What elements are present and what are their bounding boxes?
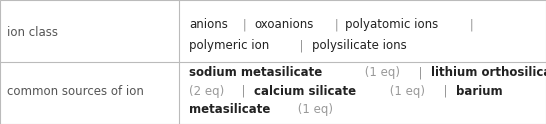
Text: sodium metasilicate: sodium metasilicate — [189, 66, 322, 79]
Text: (1 eq): (1 eq) — [361, 66, 400, 79]
Text: barium: barium — [456, 85, 502, 98]
Text: lithium orthosilicate: lithium orthosilicate — [431, 66, 546, 79]
Text: polyatomic ions: polyatomic ions — [346, 18, 438, 31]
Text: metasilicate: metasilicate — [189, 103, 270, 116]
Text: oxoanions: oxoanions — [254, 18, 313, 31]
Text: |: | — [239, 18, 251, 31]
Text: (1 eq): (1 eq) — [294, 103, 333, 116]
Text: (2 eq): (2 eq) — [189, 85, 224, 98]
Text: ion class: ion class — [7, 26, 57, 39]
Text: (1 eq): (1 eq) — [386, 85, 425, 98]
Text: calcium silicate: calcium silicate — [254, 85, 356, 98]
Text: anions: anions — [189, 18, 228, 31]
Text: polymeric ion: polymeric ion — [189, 39, 269, 52]
Text: |: | — [436, 85, 452, 98]
Text: |: | — [466, 18, 477, 31]
Text: polysilicate ions: polysilicate ions — [312, 39, 407, 52]
Text: |: | — [411, 66, 426, 79]
Text: |: | — [330, 18, 342, 31]
Text: |: | — [234, 85, 250, 98]
Text: |: | — [293, 39, 308, 52]
Text: common sources of ion: common sources of ion — [7, 85, 144, 98]
